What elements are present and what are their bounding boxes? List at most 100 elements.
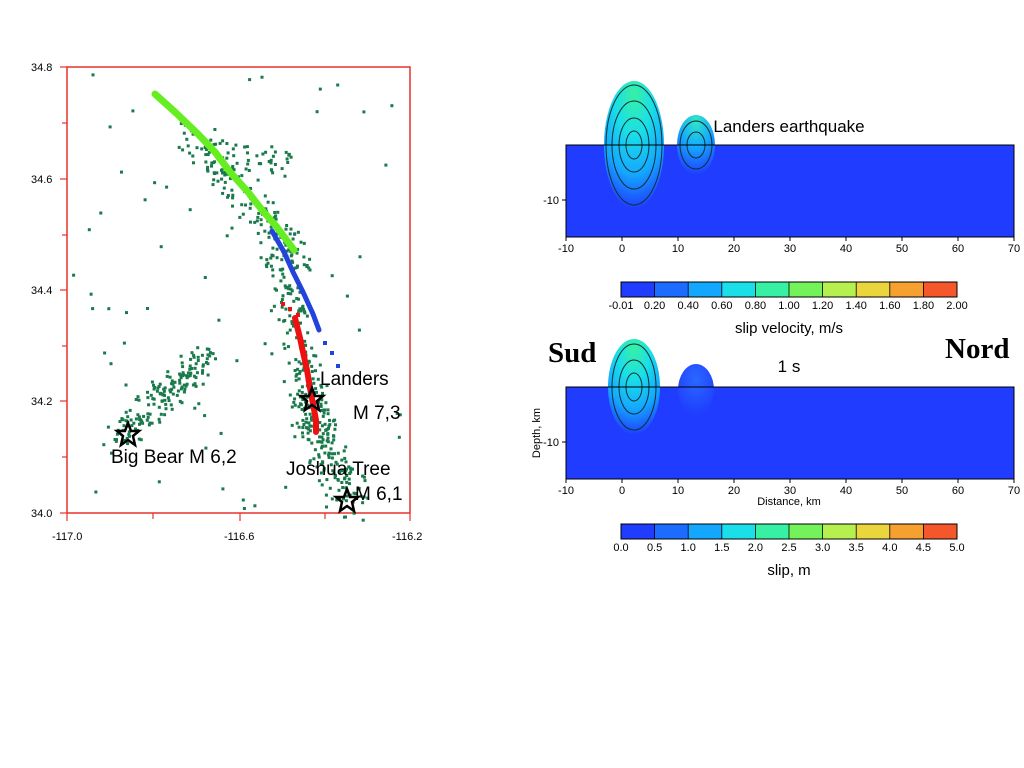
- aftershock-dot: [223, 173, 227, 177]
- aftershock-dot: [284, 227, 288, 231]
- aftershock-dot: [151, 397, 155, 401]
- aftershock-dot: [305, 264, 309, 267]
- aftershock-dot: [261, 152, 265, 156]
- aftershock-dot: [345, 467, 348, 471]
- aftershock-dot: [220, 177, 224, 181]
- aftershock-dot: [178, 372, 182, 376]
- aftershock-dot: [327, 426, 330, 430]
- aftershock-dot: [325, 505, 328, 509]
- aftershock-dot: [301, 435, 305, 439]
- aftershock-dot: [345, 494, 349, 498]
- aftershock-dot: [153, 181, 157, 185]
- aftershock-dot: [284, 243, 288, 247]
- aftershock-dot: [243, 145, 247, 149]
- aftershock-dot: [257, 162, 261, 166]
- aftershock-dot: [211, 352, 215, 356]
- aftershock-dot: [325, 478, 329, 482]
- aftershock-dot: [334, 460, 338, 464]
- aftershock-dot: [136, 395, 140, 399]
- aftershock-dot: [115, 432, 119, 436]
- aftershock-dot: [170, 407, 174, 411]
- aftershock-dot: [303, 339, 307, 343]
- aftershock-dot: [246, 151, 249, 155]
- aftershock-dot: [308, 268, 312, 272]
- aftershock-dot: [189, 357, 193, 361]
- aftershock-dot: [273, 287, 277, 291]
- aftershock-dot: [335, 498, 339, 502]
- aftershock-dot: [289, 227, 293, 231]
- aftershock-dot: [314, 354, 318, 358]
- aftershock-dot: [201, 369, 205, 373]
- aftershock-dot: [134, 398, 138, 401]
- map-y-tick: 34.4: [31, 285, 52, 297]
- aftershock-dot: [397, 435, 401, 439]
- aftershock-dot: [179, 122, 183, 126]
- aftershock-dot: [270, 145, 274, 149]
- aftershock-dot: [330, 497, 334, 501]
- aftershock-dot: [324, 493, 328, 497]
- aftershock-dot: [170, 387, 174, 391]
- aftershock-dot: [164, 402, 168, 406]
- aftershock-dot: [320, 483, 324, 487]
- aftershock-dot: [327, 456, 331, 459]
- aftershock-dot: [283, 284, 287, 288]
- aftershock-dot: [181, 365, 185, 369]
- aftershock-dot: [285, 157, 289, 161]
- aftershock-dot: [315, 390, 318, 394]
- aftershock-dot: [196, 346, 200, 350]
- aftershock-dot: [270, 352, 274, 356]
- aftershock-dot: [208, 351, 212, 355]
- aftershock-dot: [345, 480, 349, 484]
- aftershock-dot: [310, 370, 314, 373]
- aftershock-dot: [212, 178, 216, 182]
- x-tick-label: 20: [728, 243, 740, 255]
- aftershock-dot: [319, 402, 323, 406]
- aftershock-dot: [204, 446, 208, 450]
- aftershock-dot: [257, 211, 261, 215]
- aftershock-dot: [126, 415, 130, 419]
- aftershock-dot: [358, 255, 362, 259]
- colorbar-tick-label: 5.0: [949, 542, 964, 554]
- aftershock-dot: [137, 437, 141, 441]
- aftershock-dot: [207, 347, 211, 351]
- aftershock-dot: [342, 449, 346, 453]
- aftershock-dot: [168, 388, 172, 392]
- aftershock-dot: [204, 160, 208, 164]
- aftershock-dot: [293, 397, 297, 401]
- aftershock-dot: [205, 357, 209, 361]
- aftershock-dot: [184, 384, 188, 388]
- aftershock-dot: [178, 381, 182, 385]
- aftershock-dot: [139, 419, 143, 422]
- slip-colorbar-label: slip, m: [767, 562, 810, 579]
- aftershock-dot: [94, 490, 98, 494]
- aftershock-dot: [308, 412, 312, 416]
- aftershock-dot: [334, 473, 337, 477]
- x-tick-label: -10: [558, 485, 574, 497]
- aftershock-dot: [301, 426, 305, 429]
- aftershock-dot: [305, 395, 309, 399]
- aftershock-dot: [240, 203, 244, 207]
- aftershock-dot: [310, 441, 314, 445]
- aftershock-dot: [296, 230, 300, 234]
- aftershock-dot: [300, 391, 304, 394]
- aftershock-dot: [221, 139, 225, 143]
- map-x-tick-labels: -117.0 -116.6 -116.2: [52, 531, 422, 543]
- aftershock-dot: [204, 153, 208, 157]
- aftershock-dot: [361, 518, 365, 522]
- aftershock-dot: [296, 367, 300, 371]
- aftershock-dot: [363, 479, 367, 483]
- aftershock-dot: [182, 131, 186, 135]
- landers-magnitude: M 7,3: [353, 403, 401, 424]
- aftershock-dot: [335, 462, 339, 466]
- aftershock-dot: [341, 486, 345, 489]
- aftershock-dot: [293, 403, 297, 407]
- colorbar-swatch: [789, 524, 824, 539]
- aftershock-dot: [297, 297, 300, 301]
- aftershock-dot: [272, 216, 276, 220]
- aftershock-dot: [299, 362, 303, 366]
- aftershock-dot: [300, 408, 304, 411]
- aftershock-dot: [125, 311, 128, 315]
- aftershock-dot: [194, 384, 198, 388]
- aftershock-dot: [273, 163, 277, 166]
- aftershock-dot: [323, 408, 327, 412]
